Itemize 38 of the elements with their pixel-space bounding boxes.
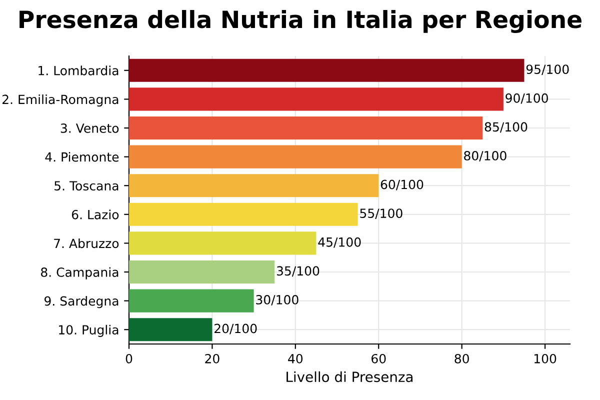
bar [129,116,483,140]
bar [129,58,524,82]
bar [129,232,316,255]
y-tick-label: 8. Campania [41,267,118,280]
y-tick-label: 2. Emilia-Romagna [2,94,118,107]
x-tick-label: 40 [288,354,303,364]
y-tick-label: 10. Puglia [59,324,118,337]
x-tick-label: 20 [205,354,220,364]
x-tick-label: 80 [454,354,469,364]
data-label: 35/100 [276,266,320,277]
bar [129,202,358,226]
y-tick-label: 6. Lazio [72,210,119,220]
x-tick-label: 60 [372,354,386,364]
data-label: 30/100 [256,294,298,306]
chart-title: Presenza della Nutria in Italia per Regione [20,10,582,34]
y-tick-label: 4. Piemonte [45,152,119,162]
data-label: 20/100 [214,324,257,334]
data-label: 45/100 [318,237,361,248]
data-label: 80/100 [464,150,506,162]
bar [129,318,212,342]
data-label: 55/100 [360,208,402,220]
data-label: 60/100 [380,180,424,190]
bar [129,289,254,312]
data-label: 95/100 [526,64,569,76]
y-tick-label: 9. Sardegna [44,296,118,308]
y-tick-label: 1. Lombardia [38,66,118,76]
bar [129,260,275,284]
x-tick-label: 0 [126,354,132,364]
y-tick-label: 3. Veneto [60,123,119,133]
data-label: 85/100 [484,122,528,133]
bar [129,145,462,168]
y-tick-label: 5. Toscana [54,181,118,191]
x-axis-title: Livello di Presenza [286,371,413,382]
y-tick-label: 7. Abruzzo [54,238,119,248]
data-label: 90/100 [506,93,548,104]
bar [129,174,379,198]
x-tick-label: 100 [534,354,556,364]
bar [129,88,504,111]
